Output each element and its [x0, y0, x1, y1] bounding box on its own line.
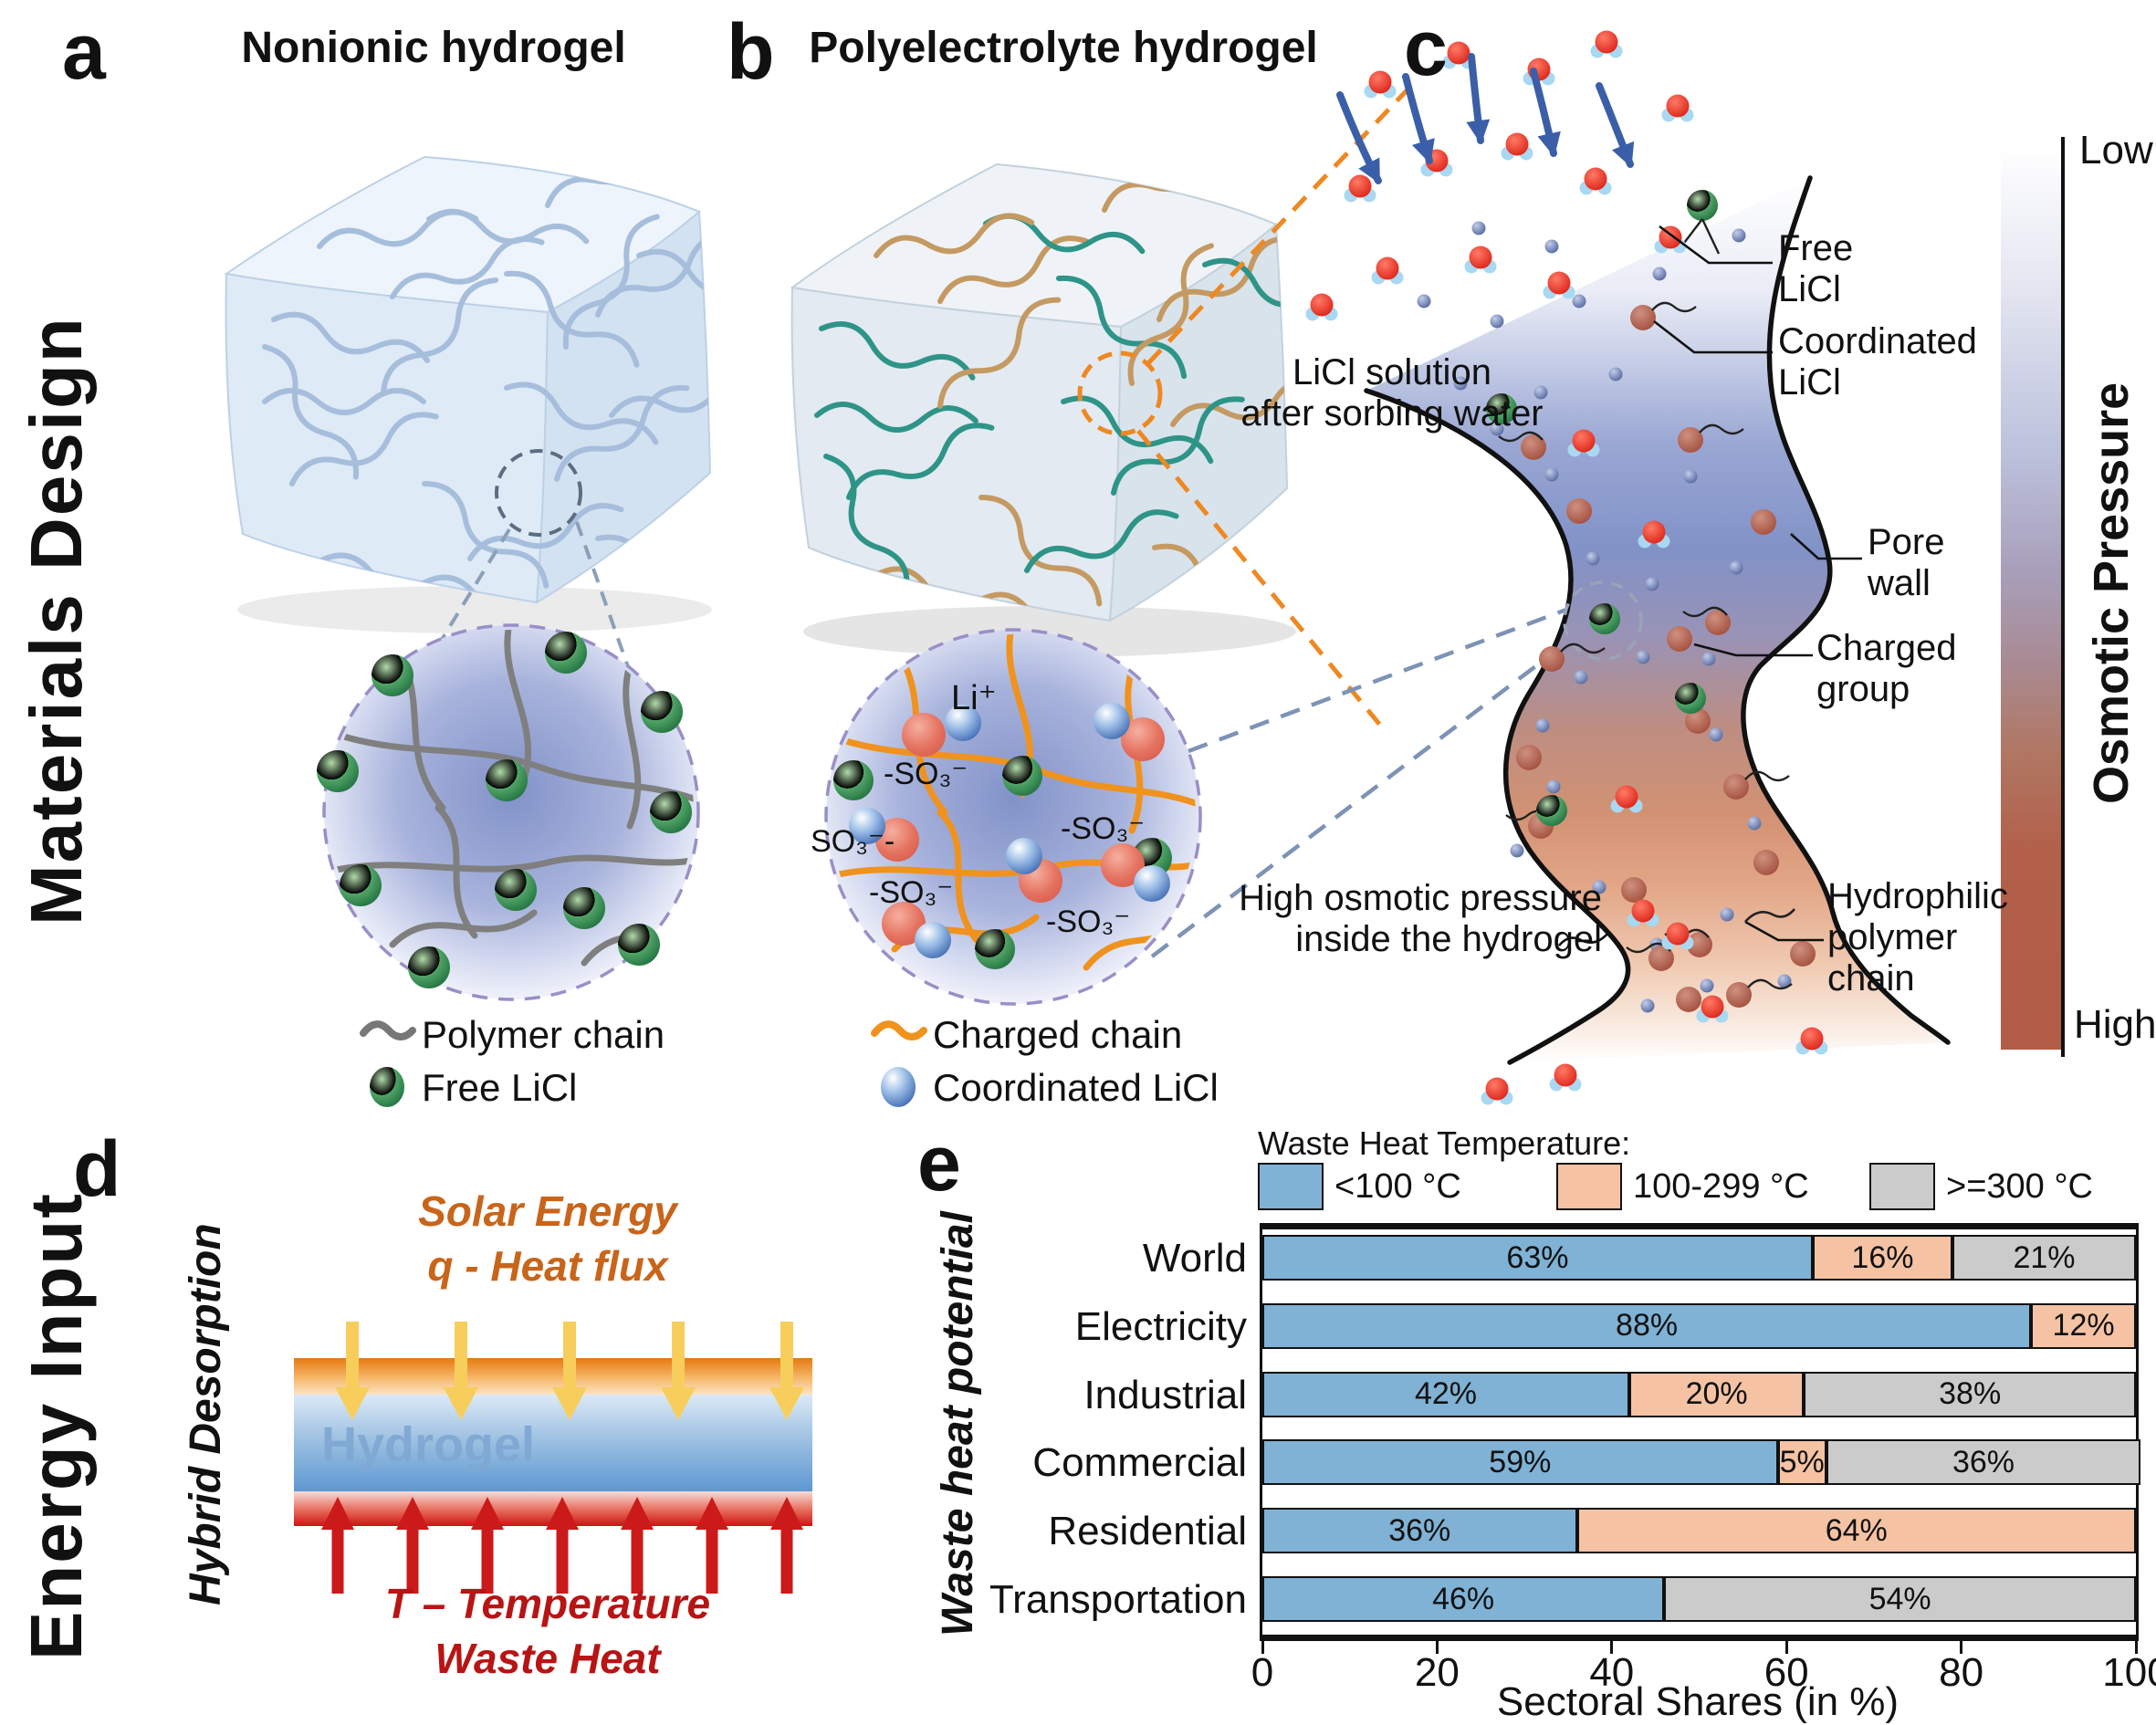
panel-b-title: Polyelectrolyte hydrogel [809, 24, 1318, 72]
x-axis-tick [1435, 1641, 1439, 1654]
panel-label-d: d [73, 1125, 121, 1213]
x-axis-tick-label: 100 [2102, 1650, 2156, 1695]
x-axis-tick [1960, 1641, 1963, 1654]
bar-segment-value: 5% [1779, 1444, 1825, 1479]
colorbar-low-label: Low [2079, 128, 2153, 172]
category-label: Electricity [1074, 1303, 1247, 1349]
bar-segment-value: 21% [2013, 1239, 2076, 1275]
bar-segment-value: 12% [2052, 1308, 2115, 1343]
solar-energy-text: Solar Energy q - Heat flux [418, 1187, 677, 1290]
bar-transportation: 46% 54% [1262, 1576, 2136, 1622]
bar-segment-value: 59% [1489, 1444, 1552, 1479]
panel-a-title: Nonionic hydrogel [241, 24, 626, 72]
bar-segment: 88% [1262, 1302, 2032, 1349]
bar-segment: 16% [1812, 1235, 1953, 1281]
legend-item-label: <100 °C [1334, 1167, 1461, 1206]
x-axis-tick [1784, 1641, 1788, 1654]
bar-segment: 54% [1664, 1576, 2136, 1622]
chart-frame [1260, 1223, 2139, 1641]
so3-label-mid-left: SO₃⁻- [811, 824, 895, 859]
so3-label-right: -SO₃⁻ [1061, 811, 1146, 846]
chart-legend-title: Waste Heat Temperature: [1258, 1124, 1631, 1162]
annotation-coordinated-licl: Coordinated LiCl [1778, 321, 1977, 402]
so3-label-bottom-mid: -SO₃⁻ [1046, 904, 1131, 939]
hydrogel-label: Hydrogel [321, 1417, 536, 1472]
bar-segment-value: 36% [1388, 1512, 1451, 1548]
category-label: Transportation [989, 1577, 1247, 1622]
annotation-free-licl: Free LiCl [1778, 228, 1854, 309]
bar-segment: 38% [1804, 1371, 2136, 1417]
waste-heat-text: T – Temperature Waste Heat [384, 1580, 711, 1682]
bar-segment-value: 54% [1868, 1581, 1931, 1616]
bar-commercial: 59% 5% 36% [1262, 1439, 2141, 1486]
legend-b-coordinated-licl: Coordinated LiCl [933, 1066, 1219, 1109]
category-label: World [1142, 1236, 1247, 1281]
bar-segment-value: 46% [1432, 1581, 1495, 1616]
x-axis-tick-label: 40 [1589, 1650, 1635, 1695]
bar-segment-value: 16% [1851, 1239, 1914, 1275]
legend-a-free-licl: Free LiCl [422, 1066, 578, 1109]
colorbar-axis-line [2061, 137, 2065, 1057]
bar-segment-value: 64% [1825, 1512, 1888, 1548]
legend-item-label: 100-299 °C [1633, 1167, 1809, 1206]
li-ion-label: Li⁺ [951, 679, 997, 717]
panel-label-a: a [62, 8, 106, 96]
bar-segment: 36% [1826, 1439, 2141, 1486]
bar-segment: 20% [1628, 1371, 1805, 1417]
x-axis-tick-label: 80 [1939, 1650, 1984, 1695]
legend-a-polymer-chain: Polymer chain [422, 1013, 665, 1056]
bar-world: 63% 16% 21% [1262, 1235, 2136, 1281]
category-label: Residential [1048, 1509, 1247, 1554]
so3-label-top: -SO₃⁻ [884, 757, 968, 791]
bar-segment-value: 42% [1414, 1376, 1477, 1412]
legend-item-label: >=300 °C [1946, 1167, 2093, 1206]
x-axis-tick [1610, 1641, 1614, 1654]
annotation-licl-solution: LiCl solution after sorbing water [1240, 352, 1544, 434]
annotation-pore-wall: Pore wall [1868, 522, 1945, 603]
x-axis-tick-label: 20 [1414, 1650, 1460, 1695]
annotation-high-osmotic: High osmotic pressure inside the hydroge… [1239, 878, 1602, 959]
category-label: Industrial [1083, 1372, 1247, 1417]
x-axis-tick [1261, 1641, 1264, 1654]
bar-segment: 5% [1777, 1439, 1826, 1486]
legend-swatch [1258, 1163, 1324, 1210]
category-label: Commercial [1032, 1440, 1247, 1486]
bar-segment-value: 38% [1939, 1376, 2002, 1412]
chart-x-axis-title: Sectoral Shares (in %) [1496, 1679, 1900, 1724]
legend-swatch [1869, 1163, 1935, 1210]
bar-segment: 21% [1952, 1235, 2136, 1281]
x-axis-tick-label: 0 [1251, 1650, 1274, 1695]
bar-industrial: 42% 20% 38% [1262, 1371, 2136, 1417]
bar-segment-value: 36% [1952, 1444, 2015, 1479]
bar-segment: 63% [1262, 1235, 1813, 1281]
annotation-charged-group: Charged group [1816, 628, 1957, 709]
osmotic-pressure-colorbar [2001, 146, 2061, 1050]
bar-segment-value: 63% [1506, 1239, 1569, 1275]
x-axis-tick-label: 60 [1764, 1650, 1809, 1695]
bar-segment-value: 88% [1616, 1308, 1679, 1343]
panel-label-b: b [727, 8, 775, 96]
panel-label-c: c [1404, 5, 1448, 92]
legend-b-charged-chain: Charged chain [933, 1013, 1183, 1056]
bar-electricity: 88% 12% [1262, 1302, 2136, 1349]
bar-residential: 36% 64% [1262, 1508, 2136, 1554]
bar-segment: 64% [1576, 1508, 2136, 1554]
bar-segment-value: 20% [1685, 1376, 1748, 1412]
x-axis-tick [2134, 1641, 2138, 1654]
annotation-hydrophilic-chain: Hydrophilic polymer chain [1827, 876, 2008, 998]
so3-label-bottom-left: -SO₃⁻ [869, 875, 954, 910]
bar-segment: 12% [2031, 1302, 2136, 1349]
bar-segment: 36% [1262, 1508, 1577, 1554]
bar-segment: 59% [1262, 1439, 1778, 1486]
panel-label-e: e [917, 1120, 961, 1208]
colorbar-high-label: High [2074, 1002, 2156, 1047]
legend-swatch [1556, 1163, 1622, 1210]
bar-segment: 46% [1262, 1576, 1665, 1622]
bar-segment: 42% [1262, 1371, 1629, 1417]
